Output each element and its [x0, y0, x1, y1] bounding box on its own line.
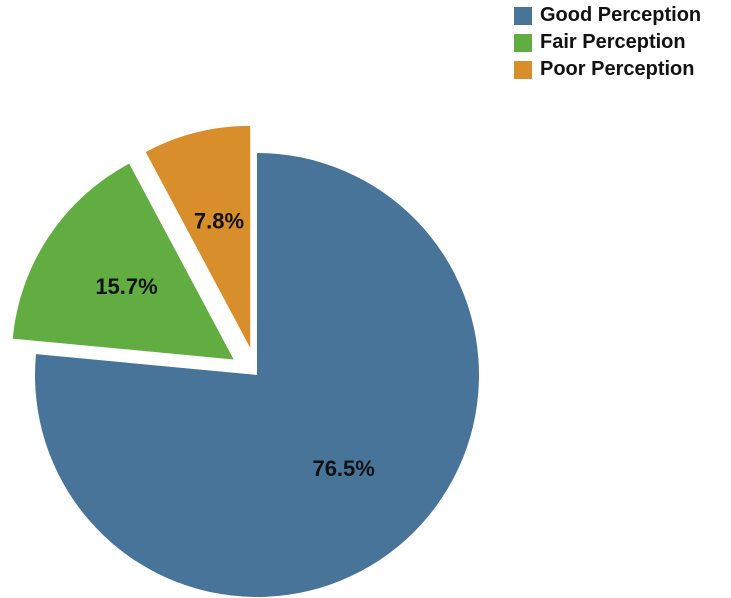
data-label-good-perception: 76.5% — [312, 456, 374, 481]
pie-slice-poor-perception — [145, 125, 251, 348]
legend-item-fair-perception: Fair Perception — [514, 29, 701, 56]
pie-slice-fair-perception — [12, 163, 234, 360]
legend-label-fair-perception: Fair Perception — [540, 31, 686, 53]
legend-swatch-good-perception — [514, 6, 532, 25]
pie-slice-good-perception — [34, 153, 479, 597]
legend-label-good-perception: Good Perception — [540, 4, 702, 26]
legend-swatch-fair-perception — [514, 33, 532, 52]
data-label-poor-perception: 7.8% — [194, 209, 244, 234]
legend-label-poor-perception: Poor Perception — [540, 58, 695, 80]
legend-item-good-perception: Good Perception — [514, 2, 701, 29]
legend-item-poor-perception: Poor Perception — [514, 56, 701, 83]
data-label-fair-perception: 15.7% — [95, 274, 157, 299]
chart-legend: Good Perception Fair Perception Poor Per… — [514, 2, 701, 83]
legend-swatch-poor-perception — [514, 60, 532, 79]
